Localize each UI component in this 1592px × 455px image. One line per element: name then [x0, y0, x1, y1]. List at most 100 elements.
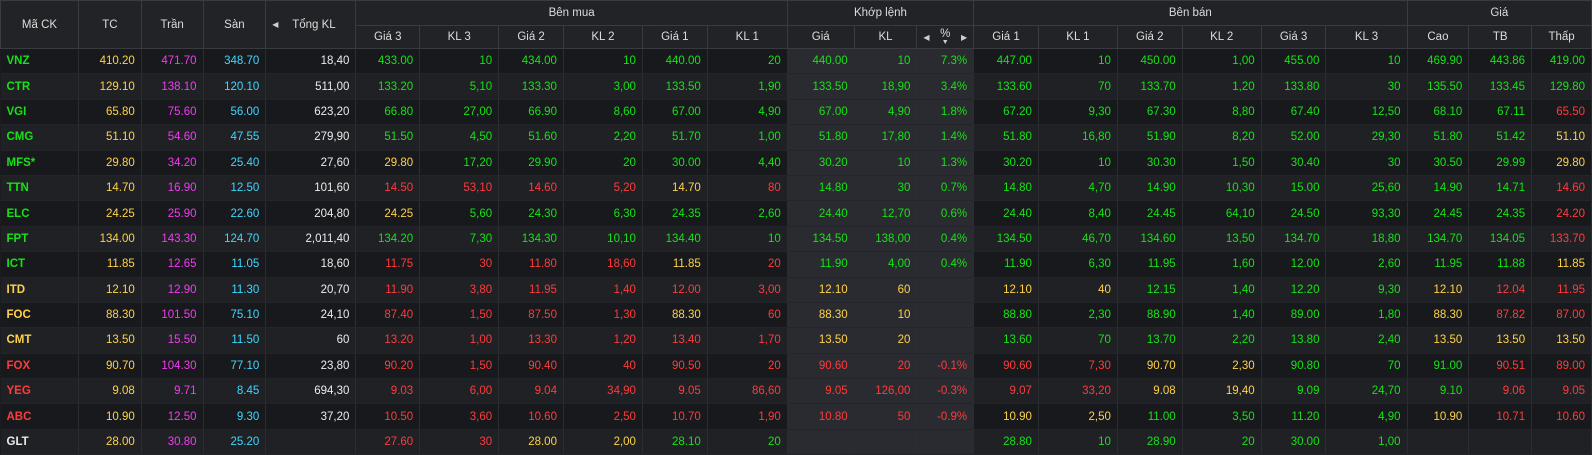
sell-price-3-cell: 9.09: [1261, 378, 1327, 405]
table-row[interactable]: GLT 28.00 30.80 25.20 27.60 30 28.00 2,00 28.10 2…: [0, 429, 1592, 455]
ceil-cell: 30.80: [141, 429, 204, 455]
symbol-cell[interactable]: MFS*: [0, 150, 79, 176]
sell-vol-2-cell: 8,80: [1182, 99, 1262, 126]
high-cell: [1407, 429, 1470, 455]
table-row[interactable]: VNZ 410.20 471.70 348.70 18,40 433.00 10 434.00…: [0, 48, 1592, 75]
high-cell: 88.30: [1407, 302, 1470, 329]
ceil-cell: 54.60: [141, 124, 204, 151]
match-pct-cell: 1.4%: [916, 124, 975, 151]
buy-price-1-cell: 90.50: [642, 353, 708, 380]
table-row[interactable]: CMG 51.10 54.60 47.55 279,90 51.50 4,50 51.60 2,…: [0, 124, 1592, 151]
sell-price-3-cell: 15.00: [1261, 175, 1327, 202]
symbol-cell[interactable]: VNZ: [0, 48, 79, 75]
col-symbol[interactable]: Mã CK: [0, 0, 79, 49]
sell-price-1-cell: 11.90: [973, 251, 1039, 278]
sell-vol-2-cell: 2,30: [1182, 353, 1262, 380]
col-buy-price-3[interactable]: Giá 3: [355, 25, 421, 49]
col-ref[interactable]: TC: [77, 0, 142, 49]
buy-price-2-cell: 133.30: [498, 73, 564, 100]
buy-vol-1-cell: 20: [707, 251, 788, 278]
buy-price-1-cell: 10.70: [642, 403, 708, 430]
sell-price-1-cell: 10.90: [973, 403, 1039, 430]
col-sell-vol-1[interactable]: KL 1: [1037, 25, 1118, 49]
sell-price-2-cell: 90.70: [1117, 353, 1183, 380]
col-buy-price-2[interactable]: Giá 2: [498, 25, 564, 49]
col-sell-price-1[interactable]: Giá 1: [973, 25, 1039, 49]
symbol-cell[interactable]: YEG: [0, 378, 79, 405]
symbol-cell[interactable]: FOC: [0, 302, 79, 329]
symbol-cell[interactable]: GLT: [0, 429, 79, 455]
buy-vol-2-cell: 40: [563, 353, 643, 380]
table-row[interactable]: FPT 134.00 143.30 124.70 2,011,40 134.20 7,30 1…: [0, 226, 1592, 253]
buy-price-3-cell: 66.80: [355, 99, 421, 126]
table-row[interactable]: CTR 129.10 138.10 120.10 511,00 133.20 5,10 133…: [0, 73, 1592, 100]
table-row[interactable]: VGI 65.80 75.60 56.00 623,20 66.80 27,00 66.90 8…: [0, 99, 1592, 126]
col-match-price[interactable]: Giá: [786, 25, 855, 49]
buy-price-1-cell: 134.40: [642, 226, 708, 253]
symbol-cell[interactable]: CMT: [0, 327, 79, 354]
col-sell-price-3[interactable]: Giá 3: [1260, 25, 1327, 49]
caret-left-icon[interactable]: ◀: [272, 20, 279, 29]
col-buy-price-1[interactable]: Giá 1: [641, 25, 708, 49]
symbol-cell[interactable]: VGI: [0, 99, 79, 126]
col-sell-vol-2[interactable]: KL 2: [1181, 25, 1262, 49]
table-row[interactable]: ITD 12.10 12.90 11.30 20,70 11.90 3,80 11.95 1,4…: [0, 277, 1592, 303]
symbol-cell[interactable]: TTN: [0, 175, 79, 202]
total-vol-cell: 24,10: [265, 302, 357, 329]
match-vol-cell: 30: [854, 175, 918, 202]
ref-cell: 129.10: [78, 73, 142, 100]
buy-vol-2-cell: 2,00: [563, 429, 643, 455]
table-row[interactable]: YEG 9.08 9.71 8.45 694,30 9.03 6,00 9.04 34,90 9.…: [0, 378, 1592, 405]
col-match-pct[interactable]: ◀ % ▼ ▶: [916, 25, 975, 49]
col-floor[interactable]: Sàn: [202, 0, 267, 49]
table-row[interactable]: FOC 88.30 101.50 75.10 24,10 87.40 1,50 87.50 1,…: [0, 302, 1592, 329]
symbol-cell[interactable]: ABC: [0, 403, 79, 430]
col-buy-vol-3[interactable]: KL 3: [419, 25, 500, 49]
table-row[interactable]: ABC 10.90 12.50 9.30 37,20 10.50 3,60 10.60 2,50…: [0, 403, 1592, 430]
high-cell: 51.80: [1407, 124, 1470, 151]
high-cell: 24.45: [1407, 200, 1470, 227]
sell-price-2-cell: 134.60: [1117, 226, 1183, 253]
col-low[interactable]: Thấp: [1531, 25, 1592, 49]
sell-vol-3-cell: 18,80: [1325, 226, 1408, 253]
col-sell-vol-3[interactable]: KL 3: [1325, 25, 1408, 49]
col-sell-price-2[interactable]: Giá 2: [1116, 25, 1183, 49]
caret-right-icon[interactable]: ▶: [960, 32, 968, 42]
table-row[interactable]: MFS* 29.80 34.20 25.40 27,60 29.80 17,20 29.90 2…: [0, 150, 1592, 176]
col-avg[interactable]: TB: [1468, 25, 1533, 49]
sell-vol-1-cell: 70: [1038, 73, 1118, 100]
buy-price-3-cell: 27.60: [355, 429, 421, 455]
avg-cell: 134.05: [1468, 226, 1533, 253]
col-total-vol[interactable]: ◀ Tổng KL: [265, 0, 357, 49]
table-row[interactable]: FOX 90.70 104.30 77.10 23,80 90.20 1,50 90.40 40…: [0, 353, 1592, 380]
sell-vol-3-cell: 12,50: [1325, 99, 1408, 126]
col-buy-vol-2[interactable]: KL 2: [562, 25, 643, 49]
col-ceil[interactable]: Trần: [140, 0, 204, 49]
table-row[interactable]: ELC 24.25 25.90 22.60 204,80 24.25 5,60 24.30 6,…: [0, 200, 1592, 227]
caret-left-icon[interactable]: ◀: [923, 32, 930, 42]
col-buy-vol-1[interactable]: KL 1: [706, 25, 788, 49]
table-row[interactable]: ICT 11.85 12.65 11.05 18,60 11.75 30 11.80 18,60…: [0, 251, 1592, 278]
table-row[interactable]: TTN 14.70 16.90 12.50 101,60 14.50 53,10 14.60 5…: [0, 175, 1592, 202]
symbol-cell[interactable]: CTR: [0, 73, 79, 100]
buy-vol-1-cell: 1,00: [707, 124, 788, 151]
sell-price-1-cell: 30.20: [973, 150, 1039, 176]
sort-down-icon[interactable]: ▼: [941, 39, 949, 46]
floor-cell: 47.55: [203, 124, 267, 151]
symbol-cell[interactable]: ELC: [0, 200, 79, 227]
symbol-cell[interactable]: ICT: [0, 251, 79, 278]
symbol-cell[interactable]: CMG: [0, 124, 79, 151]
sell-price-2-cell: 12.15: [1117, 277, 1183, 303]
col-match-vol[interactable]: KL: [853, 25, 918, 49]
symbol-cell[interactable]: FPT: [0, 226, 79, 253]
table-row[interactable]: CMT 13.50 15.50 11.50 60 13.20 1,00 13.30 1,20 13…: [0, 327, 1592, 354]
floor-cell: 56.00: [203, 99, 267, 126]
sell-vol-3-cell: 1,00: [1325, 429, 1408, 455]
match-pct-cell: 0.4%: [916, 251, 975, 278]
floor-cell: 25.40: [203, 150, 267, 176]
col-high[interactable]: Cao: [1406, 25, 1470, 49]
symbol-cell[interactable]: ITD: [0, 277, 79, 303]
sell-price-2-cell: 11.00: [1117, 403, 1183, 430]
symbol-cell[interactable]: FOX: [0, 353, 79, 380]
floor-cell: 75.10: [203, 302, 267, 329]
